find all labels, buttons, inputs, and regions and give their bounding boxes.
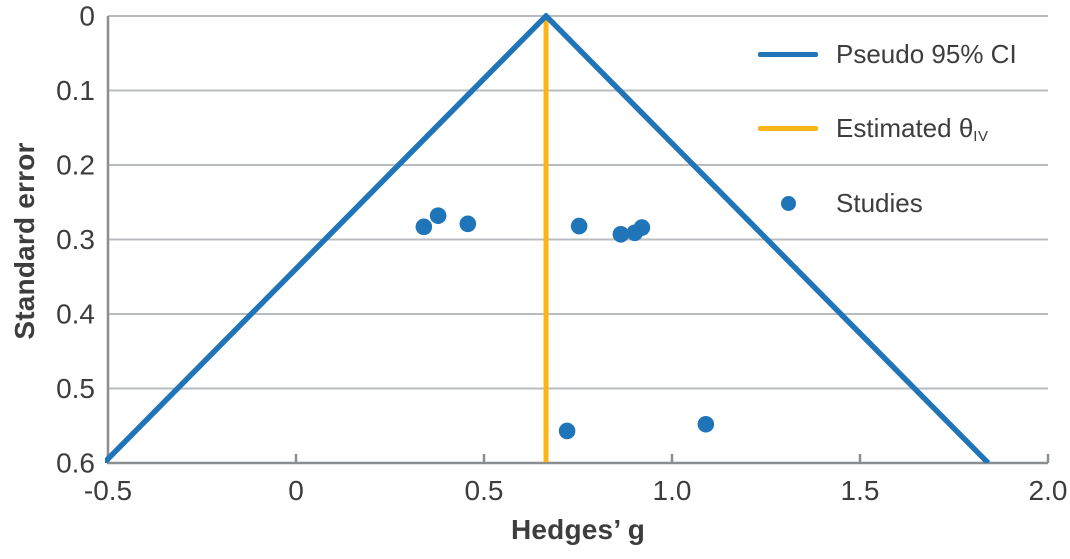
pseudo-ci-line	[105, 13, 991, 463]
theta-iv-subscript: IV	[973, 127, 989, 145]
study-point	[697, 415, 715, 433]
y-tick-label: 0.3	[56, 224, 95, 255]
legend-label-estimate: Estimated θIV	[836, 112, 989, 145]
legend-item-estimate: Estimated θIV	[758, 112, 989, 145]
study-point	[429, 207, 447, 224]
study-point	[558, 422, 576, 440]
x-tick-label: 0.5	[465, 475, 504, 506]
y-tick-label: 0	[79, 1, 95, 32]
x-tick-label: 2.0	[1029, 475, 1068, 506]
study-point	[415, 218, 433, 236]
x-tick-label: 0	[288, 475, 304, 506]
x-tick-label: -0.5	[84, 475, 132, 506]
legend-label-estimate-text: Estimated θ	[836, 112, 974, 143]
x-tick-label: 1.0	[653, 475, 692, 506]
legend-item-studies: Studies	[758, 187, 923, 219]
studies-dot-swatch	[780, 195, 796, 211]
studies-dot-swatch-box	[758, 195, 818, 211]
study-point	[459, 215, 477, 233]
estimate-line-swatch	[758, 125, 818, 131]
legend-item-pseudo-ci: Pseudo 95% CI	[758, 38, 1017, 70]
y-tick-label: 0.4	[56, 299, 95, 330]
x-axis-title: Hedges’ g	[510, 514, 646, 545]
study-point	[612, 225, 630, 243]
study-point	[633, 219, 651, 236]
y-tick-label: 0.2	[56, 150, 95, 181]
y-tick-label: 0.6	[56, 448, 95, 479]
y-axis-title: Standard error	[9, 142, 40, 340]
ci-line-swatch-box	[758, 51, 818, 57]
ci-line-swatch	[758, 51, 818, 57]
estimate-line-swatch-box	[758, 125, 818, 131]
legend-label-pseudo-ci: Pseudo 95% CI	[836, 38, 1017, 69]
x-tick-label: 1.5	[841, 475, 880, 506]
y-tick-label: 0.1	[56, 75, 95, 106]
legend-label-studies: Studies	[836, 187, 923, 218]
y-tick-label: 0.5	[56, 373, 95, 404]
study-point	[570, 217, 588, 235]
